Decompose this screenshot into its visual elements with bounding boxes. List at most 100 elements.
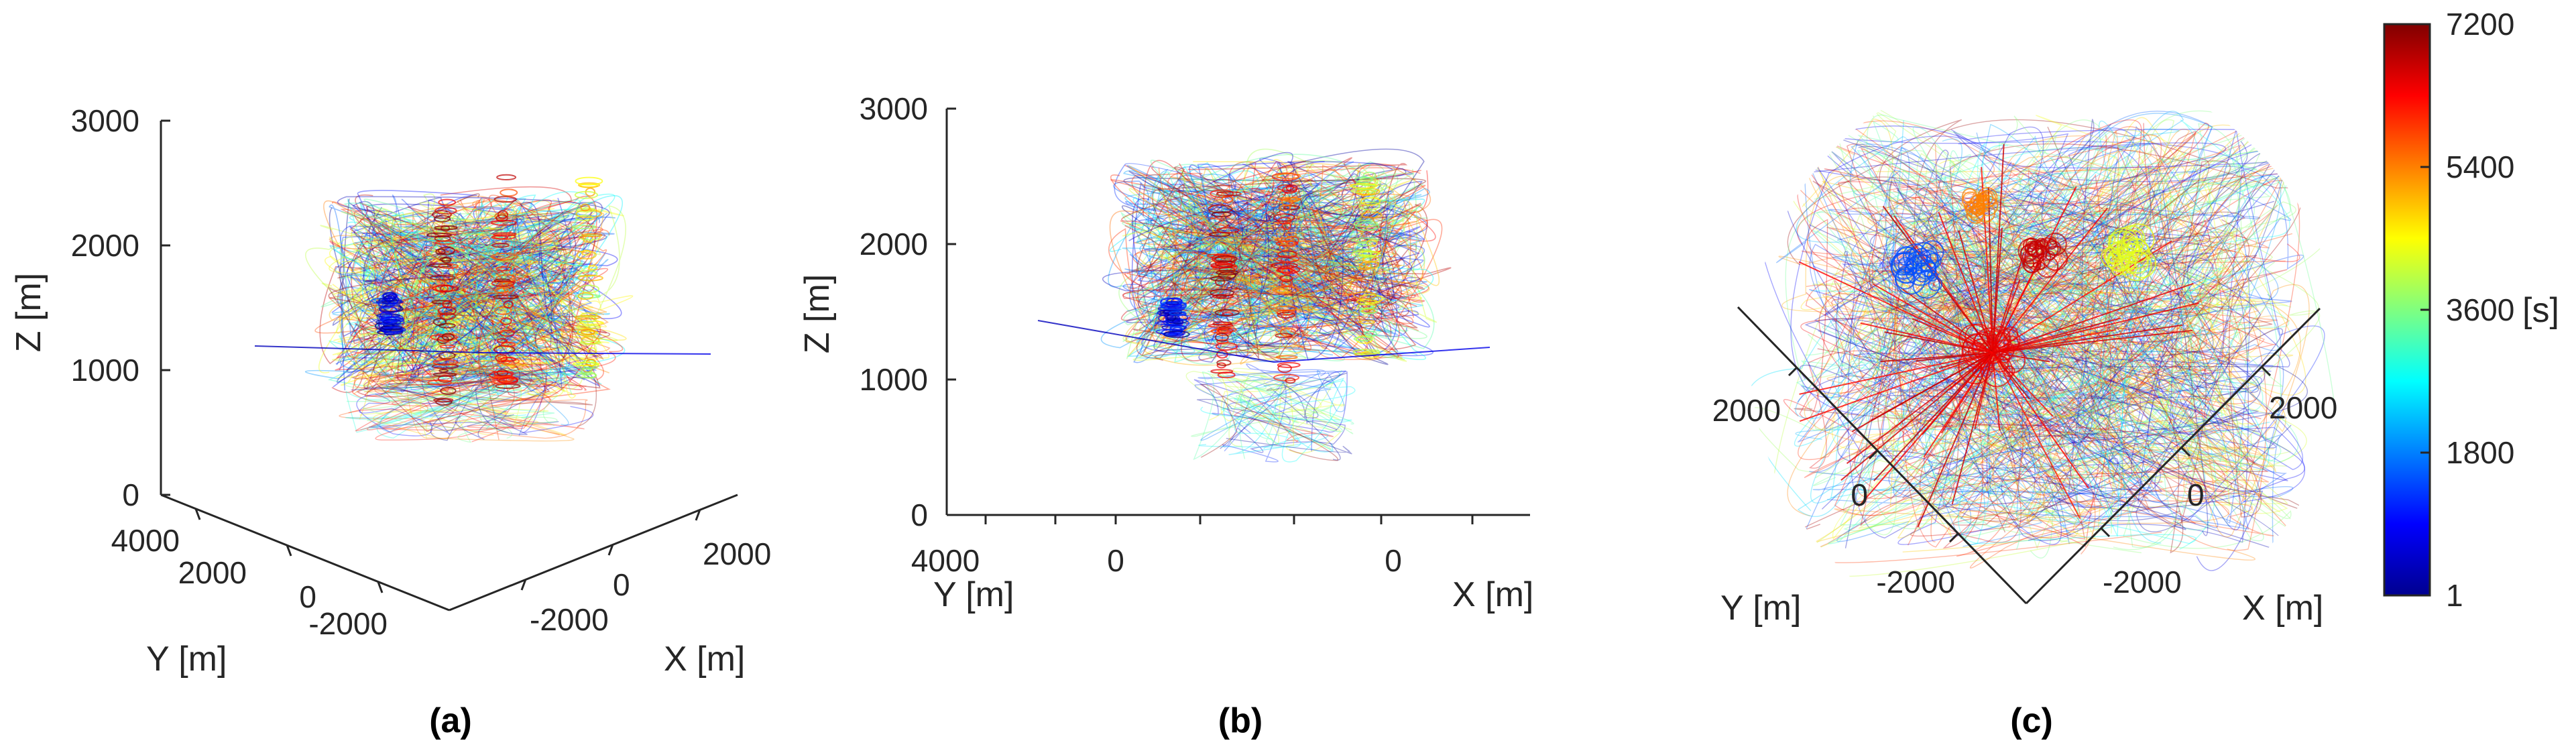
column-spiral: [1281, 266, 1292, 276]
panel-c-y-tick-0: 2000: [1712, 393, 1781, 428]
trajectory-line: [1887, 150, 2197, 479]
trajectory-line: [370, 198, 575, 367]
cluster-ring: [2107, 248, 2131, 272]
trajectory-line: [1138, 256, 1423, 334]
column-spiral: [1356, 242, 1370, 247]
panel-a-y-tick-2: 0: [299, 579, 316, 614]
trajectory-line: [347, 219, 606, 393]
trajectory-line: [1183, 159, 1409, 349]
panel-c-caption: (c): [2010, 701, 2053, 740]
column-spiral: [1275, 288, 1292, 294]
trajectory-line: [1172, 183, 1389, 353]
column-spiral: [501, 341, 516, 347]
trajectory-line: [318, 247, 565, 401]
trajectory-line: [456, 196, 626, 376]
colorbar-unit-label: [s]: [2522, 291, 2559, 330]
cluster-ring: [2025, 241, 2040, 255]
trajectory-line: [1893, 117, 2270, 270]
cluster-ring: [2040, 239, 2048, 247]
trajectory-line: [1196, 192, 1413, 348]
trajectory-line: [1181, 161, 1411, 363]
trajectory-line: [347, 246, 622, 386]
trajectory-line: [426, 201, 593, 369]
trajectory-line: [1233, 381, 1334, 443]
column-spiral: [1356, 299, 1379, 305]
trajectory-line: [1193, 371, 1288, 461]
trajectory-line: [362, 198, 592, 331]
column-spiral: [1210, 264, 1238, 269]
column-spiral: [1212, 294, 1234, 299]
trajectory-line: [391, 362, 547, 429]
trajectory-line: [1150, 166, 1323, 352]
trajectory-line: [1812, 131, 2197, 426]
column-spiral: [1352, 291, 1377, 300]
trajectory-line: [1136, 200, 1417, 314]
trajectory-line: [373, 207, 561, 388]
trajectory-line: [337, 228, 611, 380]
column-spiral: [1275, 333, 1293, 339]
trajectory-line: [332, 283, 558, 392]
trajectory-line: [1845, 141, 2248, 548]
panel-c-x-tick-0: 2000: [2269, 390, 2337, 425]
column-spiral: [1276, 268, 1295, 273]
trajectory-line: [1851, 143, 2214, 424]
trajectory-line: [365, 217, 548, 382]
transit-line: [1987, 186, 1993, 353]
trajectory-line: [1846, 143, 2256, 540]
trajectory-line: [1124, 199, 1427, 339]
trajectory-line: [1123, 172, 1415, 326]
trajectory-line: [384, 195, 624, 394]
panel-c-y-axis: [1737, 306, 2028, 605]
trajectory-line: [356, 238, 607, 398]
column-spiral: [493, 306, 512, 315]
panel-a: 0 1000 2000 3000 Z [m] 4000 2000 0 -2000…: [9, 103, 771, 740]
column-spiral: [432, 359, 459, 366]
panel-a-z-tick-2: 2000: [71, 228, 139, 263]
transit-line: [482, 352, 711, 355]
column-spiral: [438, 323, 456, 329]
trajectory-line: [305, 205, 627, 367]
trajectory-line: [332, 199, 624, 378]
trajectory-line: [1857, 150, 2250, 413]
panel-a-y-tick-1: 2000: [178, 555, 247, 590]
trajectory-line: [1842, 119, 2249, 512]
column-spiral: [434, 240, 455, 245]
column-spiral: [431, 363, 459, 369]
trajectory-line: [361, 368, 558, 443]
trajectory-line: [445, 249, 634, 399]
trajectory-line: [1121, 160, 1399, 359]
trajectory-line: [1930, 144, 2242, 542]
trajectory-line: [1871, 208, 2241, 475]
trajectory-line: [329, 237, 569, 321]
trajectory-line: [347, 209, 604, 396]
trajectory-line: [339, 209, 571, 315]
trajectory-line: [1854, 127, 2265, 500]
column-spiral: [1217, 371, 1236, 379]
trajectory-line: [361, 210, 580, 388]
trajectory-line: [1163, 172, 1387, 323]
cluster-ring: [2116, 240, 2125, 249]
trajectory-line: [1220, 375, 1346, 422]
column-spiral: [379, 306, 398, 314]
trajectory-line: [1249, 162, 1373, 337]
trajectory-line: [354, 186, 572, 377]
trajectory-line: [335, 197, 548, 371]
cluster-ring: [1977, 358, 1991, 371]
trajectory-line: [348, 394, 585, 443]
trajectory-line: [1807, 123, 2241, 532]
trajectory-line: [1124, 167, 1315, 344]
column-spiral: [1281, 221, 1291, 231]
transit-line: [1873, 283, 1993, 353]
trajectory-line: [1148, 253, 1430, 343]
trajectory-line: [1120, 200, 1391, 349]
trajectory-line: [1132, 188, 1382, 363]
trajectory-line: [1218, 367, 1341, 446]
panel-c-x-tick-1: 0: [2187, 477, 2205, 512]
trajectory-line: [1867, 182, 2262, 460]
column-spiral: [574, 294, 601, 298]
column-spiral: [1215, 270, 1239, 276]
trajectory-line: [1863, 297, 2274, 538]
trajectory-line: [338, 219, 557, 394]
trajectory-line: [1162, 196, 1440, 359]
trajectory-line: [1211, 374, 1352, 432]
